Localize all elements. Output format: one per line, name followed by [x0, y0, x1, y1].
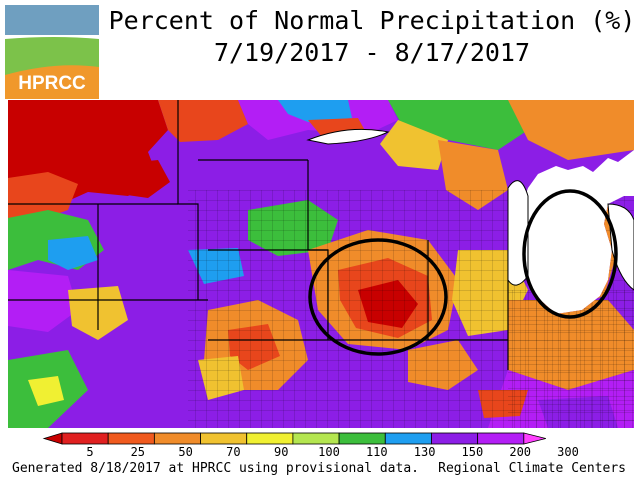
source-note: Regional Climate Centers [438, 461, 626, 476]
legend-label: 5 [86, 445, 93, 459]
legend-label: 200 [509, 445, 531, 459]
generated-note: Generated 8/18/2017 at HPRCC using provi… [12, 461, 419, 476]
logo-text: HPRCC [18, 73, 86, 94]
ellipse-iowa [308, 238, 448, 356]
legend-label: 300 [557, 445, 579, 459]
legend-swatch [200, 432, 248, 445]
legend-label: 25 [131, 445, 145, 459]
precipitation-map [8, 100, 634, 428]
region-michigan-dry [548, 226, 604, 286]
color-legend: 5 25 50 70 90 100 110 130 150 200 300 [42, 432, 579, 459]
ellipse-michigan [522, 189, 618, 319]
region-dakota-dry [118, 160, 170, 198]
legend-label: 70 [226, 445, 240, 459]
region-new-mexico-yellow [28, 376, 64, 406]
legend-label: 90 [274, 445, 288, 459]
legend-swatch [153, 432, 201, 445]
region-upper-michigan [508, 100, 634, 160]
county-grid-ohio-valley [508, 290, 634, 428]
date-range: 7/19/2017 - 8/17/2017 [213, 38, 531, 67]
logo-field [5, 37, 99, 75]
legend-label: 110 [366, 445, 388, 459]
region-colorado-wet [8, 270, 78, 332]
region-north-dakota [158, 100, 248, 142]
legend-arrow-low [42, 432, 63, 445]
legend-label: 100 [318, 445, 340, 459]
region-michigan-very-dry [564, 238, 590, 264]
lake-superior [306, 128, 390, 145]
hprcc-logo: HPRCC [5, 5, 99, 99]
legend-swatch [246, 432, 294, 445]
legend-bars [42, 432, 546, 445]
legend-label: 150 [462, 445, 484, 459]
map-title: Percent of Normal Precipitation (%) [108, 6, 636, 35]
legend-swatch [384, 432, 432, 445]
legend-swatch [61, 432, 109, 445]
region-border-blue [278, 100, 352, 122]
legend-swatch [338, 432, 386, 445]
legend-swatch [107, 432, 155, 445]
legend-labels: 5 25 50 70 90 100 110 130 150 200 300 [86, 445, 578, 459]
legend-label: 130 [414, 445, 436, 459]
legend-swatch [477, 432, 525, 445]
legend-swatch [292, 432, 340, 445]
logo-sky [5, 5, 99, 35]
legend-label: 50 [178, 445, 192, 459]
legend-swatch [431, 432, 479, 445]
legend-arrow-high [523, 432, 546, 445]
region-wisconsin-yellow [380, 120, 448, 170]
region-wyoming-blue [48, 236, 98, 270]
